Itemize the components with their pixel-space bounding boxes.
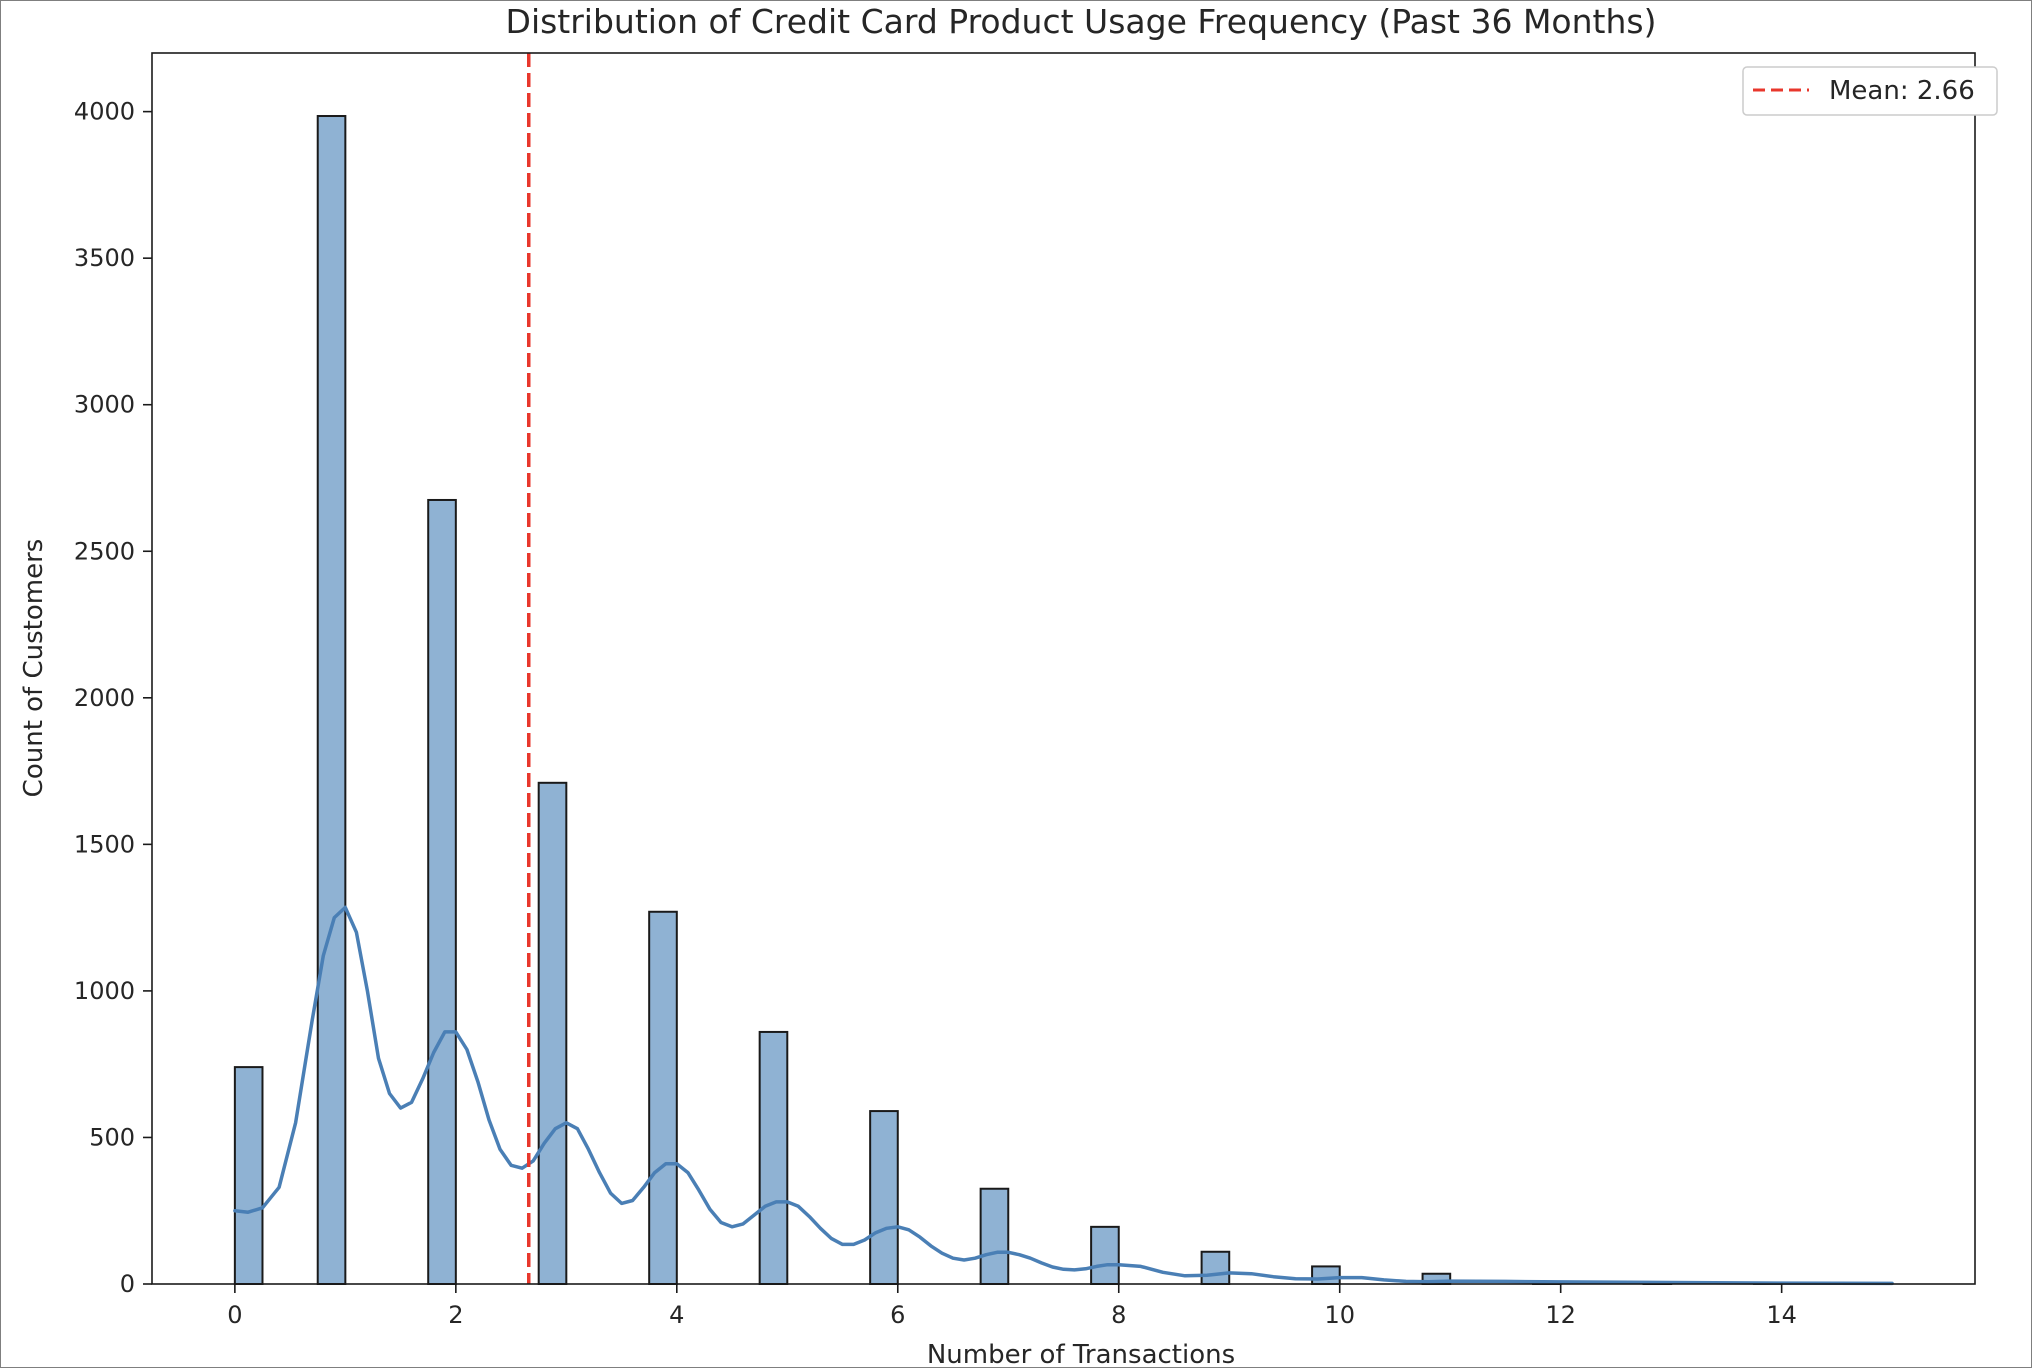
y-tick-label: 3500 [74, 244, 135, 272]
x-tick-label: 2 [448, 1301, 463, 1329]
y-tick-label: 2000 [74, 684, 135, 712]
legend-mean-label: Mean: 2.66 [1829, 76, 1975, 106]
y-tick-label: 1000 [74, 977, 135, 1005]
x-tick-label: 14 [1766, 1301, 1797, 1329]
histogram-bar [758, 1030, 789, 1286]
y-tick-label: 3000 [74, 391, 135, 419]
histogram-bar [979, 1187, 1010, 1285]
histogram-bar [1311, 1265, 1341, 1286]
histogram-bar [648, 910, 678, 1285]
x-tick-label: 8 [1111, 1301, 1126, 1329]
chart-title: Distribution of Credit Card Product Usag… [506, 2, 1657, 41]
y-axis-title: Count of Customers [19, 539, 49, 798]
x-axis-title: Number of Transactions [927, 1340, 1235, 1367]
histogram-bar [233, 1066, 264, 1285]
histogram-bar [427, 498, 457, 1286]
x-tick-label: 4 [669, 1301, 684, 1329]
histogram-bar [869, 1110, 899, 1286]
y-tick-label: 1500 [74, 830, 135, 858]
histogram-bar [1200, 1250, 1231, 1285]
legend-box [1742, 66, 1998, 116]
bars-layer [233, 115, 1894, 1286]
kde-layer [233, 905, 1894, 1286]
x-axis: 0 2 4 6 8 10 12 14 [227, 1284, 1797, 1329]
legend: Mean: 2.66 [1742, 66, 1998, 116]
plot-area-frame [151, 52, 1976, 1285]
kde-curve [233, 905, 1894, 1286]
x-tick-label: 12 [1545, 1301, 1576, 1329]
x-tick-label: 10 [1324, 1301, 1355, 1329]
y-tick-label: 0 [120, 1270, 135, 1298]
y-tick-label: 2500 [74, 537, 135, 565]
y-tick-label: 500 [89, 1123, 135, 1151]
histogram-bar [1090, 1225, 1120, 1286]
histogram-bar [537, 781, 568, 1285]
x-tick-label: 0 [227, 1301, 242, 1329]
y-axis: 0 500 1000 1500 2000 2500 3000 3500 4000 [74, 98, 152, 1298]
x-tick-label: 6 [890, 1301, 905, 1329]
histogram-bar [316, 115, 347, 1285]
y-tick-label: 4000 [74, 98, 135, 126]
